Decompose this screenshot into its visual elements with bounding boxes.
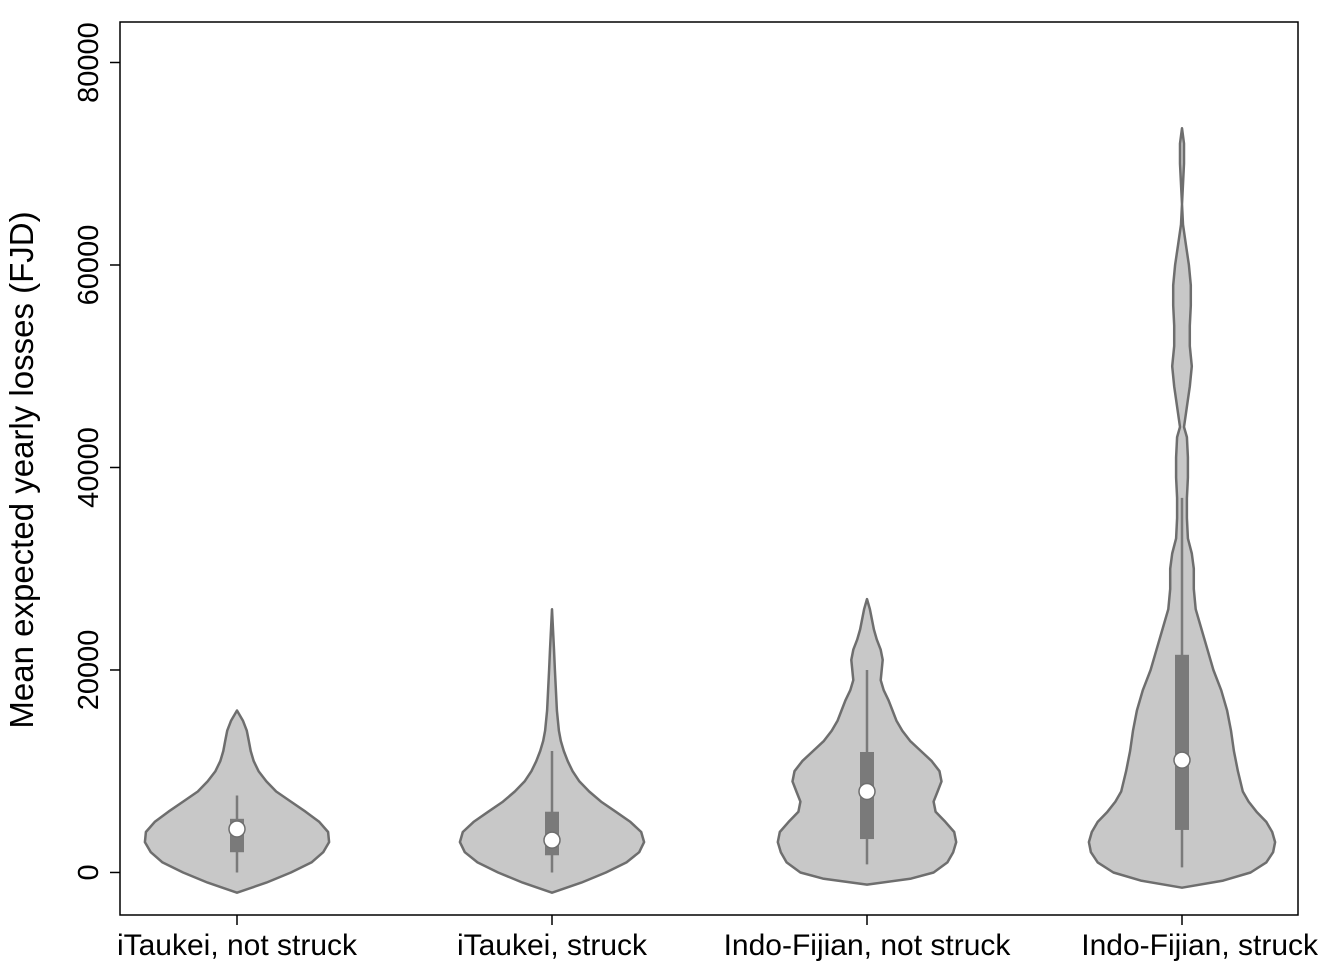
y-tick-label-80000: 80000 xyxy=(73,22,105,103)
x-category-label: Indo-Fijian, struck xyxy=(1081,929,1319,962)
x-category-label: Indo-Fijian, not struck xyxy=(724,929,1012,962)
violin-median-marker xyxy=(543,831,561,849)
y-tick-label-40000: 40000 xyxy=(73,427,105,508)
violin-body xyxy=(458,607,646,894)
x-category-label: iTaukei, struck xyxy=(457,929,648,962)
violin-median-marker xyxy=(1173,751,1191,769)
violin-median-marker xyxy=(858,782,876,801)
violin-median-marker xyxy=(228,820,246,838)
x-axis: iTaukei, not struck iTaukei, struck Indo-F… xyxy=(117,915,1319,962)
x-category-label: iTaukei, not struck xyxy=(117,929,358,962)
violin-2 xyxy=(458,607,646,894)
y-axis-title: Mean expected yearly losses (FJD) xyxy=(3,211,40,728)
y-axis: 0 20000 40000 60000 80000 xyxy=(73,22,120,881)
y-tick-label-0: 0 xyxy=(73,864,105,880)
y-tick-label-20000: 20000 xyxy=(73,630,105,711)
violin-3 xyxy=(776,597,958,886)
violins xyxy=(143,127,1277,894)
violin-4 xyxy=(1087,127,1277,889)
violin-1 xyxy=(143,709,331,894)
plot-area-frame xyxy=(119,21,1299,916)
violin-iqr-box xyxy=(1175,654,1189,830)
y-tick-label-60000: 60000 xyxy=(73,225,105,306)
